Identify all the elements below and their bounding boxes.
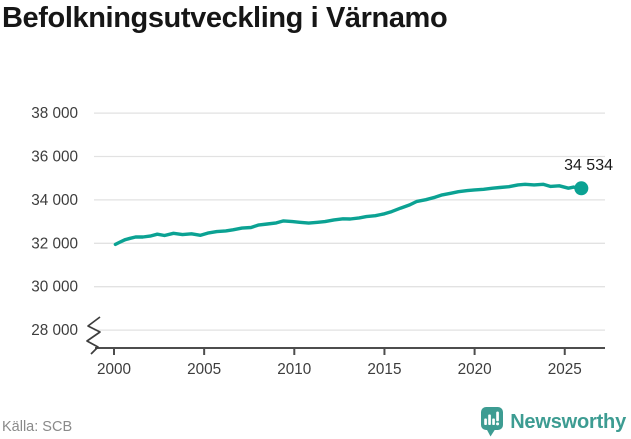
x-tick-label: 2015 [367, 361, 401, 378]
y-tick-label: 36 000 [31, 149, 78, 166]
newsworthy-wordmark: Newsworthy [510, 411, 626, 433]
y-tick-label: 30 000 [31, 279, 78, 296]
source-caption: Källa: SCB [2, 419, 73, 435]
y-tick-label: 34 000 [31, 192, 78, 209]
latest-value-label: 34 534 [564, 157, 613, 174]
axis-break-icon [86, 316, 101, 355]
gridlines [94, 112, 605, 331]
x-tick-label: 2000 [97, 361, 131, 378]
y-tick-label: 28 000 [31, 322, 78, 339]
chart-title: Befolkningsutveckling i Värnamo [2, 2, 448, 34]
x-axis [95, 347, 605, 355]
newsworthy-logo: Newsworthy [481, 407, 626, 437]
y-tick-label: 32 000 [31, 235, 78, 252]
x-tick-label: 2020 [458, 361, 492, 378]
y-tick-label: 38 000 [31, 105, 78, 122]
newsworthy-chart-bubble-icon [481, 407, 504, 437]
x-axis-labels: 2000 2005 2010 2015 2020 2025 [97, 361, 582, 378]
population-series-line [113, 182, 583, 247]
x-tick-label: 2005 [187, 361, 221, 378]
x-tick-label: 2025 [548, 361, 582, 378]
y-axis-labels: 38 000 36 000 34 000 32 000 30 000 28 000 [31, 105, 78, 339]
latest-point-marker [574, 181, 589, 196]
x-tick-label: 2010 [277, 361, 311, 378]
